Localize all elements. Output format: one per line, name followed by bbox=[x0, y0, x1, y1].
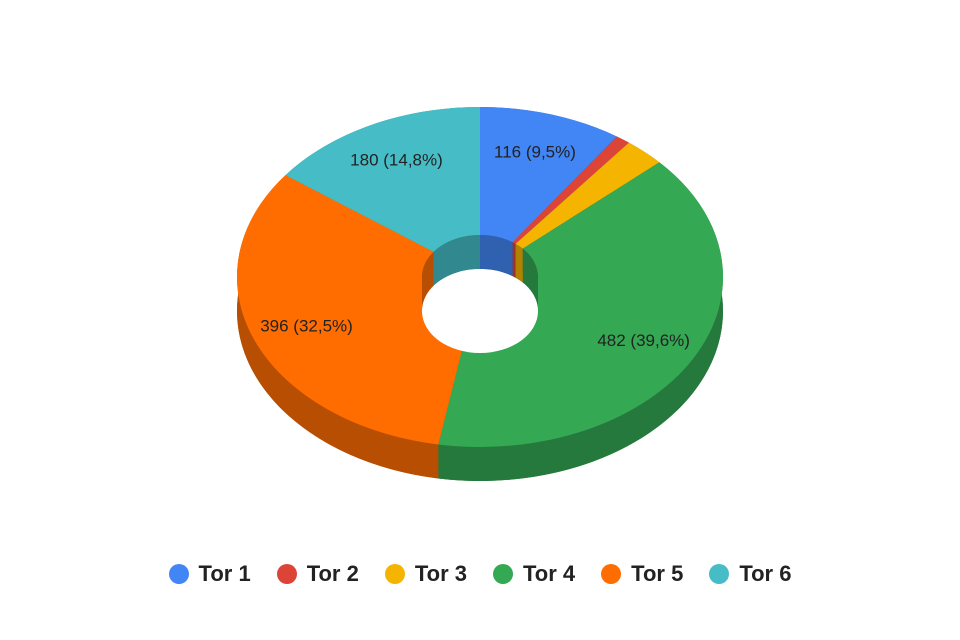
legend-swatch-tor-1 bbox=[168, 564, 189, 584]
legend-label-tor-6: Tor 6 bbox=[739, 561, 792, 586]
slice-tor-4[interactable] bbox=[438, 162, 723, 448]
legend-label-tor-4: Tor 4 bbox=[523, 561, 576, 586]
slice-side-tor-4 bbox=[438, 162, 723, 481]
slice-tor-2[interactable] bbox=[512, 136, 629, 244]
legend-swatch-tor-3 bbox=[384, 564, 405, 584]
slice-side-tor-5 bbox=[237, 175, 439, 479]
slice-tor-1[interactable] bbox=[480, 107, 617, 243]
legend-swatch-tor-4 bbox=[493, 564, 513, 584]
slice-inner-wall--0 bbox=[433, 235, 480, 286]
slice-label-layer: 116 (9,5%) 482 (39,6%) 396 (32,5%) 180 (14,… bbox=[260, 142, 690, 350]
legend-item-tor-2[interactable]: Tor 2 bbox=[276, 561, 359, 587]
legend-label-tor-2: Tor 2 bbox=[306, 561, 359, 586]
slice-top-layer bbox=[236, 107, 723, 448]
slice-inner-wall--1 bbox=[512, 242, 516, 278]
legend-swatch-tor-6 bbox=[709, 564, 730, 584]
slice-inner-wall--1 bbox=[522, 248, 538, 311]
slice-inner-wall--0 bbox=[422, 251, 434, 311]
legend: Tor 1 Tor 2 Tor 3 Tor 4 Tor 5 Tor 6 bbox=[0, 552, 960, 596]
legend-item-tor-3[interactable]: Tor 3 bbox=[384, 561, 467, 587]
slice-tor-3[interactable] bbox=[515, 142, 660, 249]
legend-swatch-tor-2 bbox=[276, 564, 297, 584]
pie-chart: 116 (9,5%) 482 (39,6%) 396 (32,5%) 180 (14,… bbox=[236, 107, 723, 482]
slice-tor-5[interactable] bbox=[236, 175, 471, 445]
legend-label-tor-1: Tor 1 bbox=[198, 561, 251, 586]
legend-item-tor-1[interactable]: Tor 1 bbox=[168, 561, 251, 587]
slice-label-tor-1: 116 (9,5%) bbox=[494, 142, 576, 161]
legend-item-tor-5[interactable]: Tor 5 bbox=[601, 561, 683, 587]
slice-inner-wall--1 bbox=[515, 243, 523, 283]
donut-hole bbox=[422, 269, 538, 353]
slice-label-tor-6: 180 (14,8%) bbox=[350, 150, 443, 169]
slice-label-tor-5: 396 (32,5%) bbox=[260, 316, 353, 335]
slice-label-tor-4: 482 (39,6%) bbox=[597, 331, 690, 350]
slice-tor-6[interactable] bbox=[285, 107, 480, 252]
legend-item-tor-6[interactable]: Tor 6 bbox=[709, 561, 791, 587]
legend-swatch-tor-5 bbox=[601, 564, 622, 584]
legend-label-tor-5: Tor 5 bbox=[631, 561, 684, 586]
slice-inner-wall--1 bbox=[480, 235, 513, 277]
legend-label-tor-3: Tor 3 bbox=[414, 561, 467, 586]
legend-item-tor-4[interactable]: Tor 4 bbox=[493, 561, 575, 587]
